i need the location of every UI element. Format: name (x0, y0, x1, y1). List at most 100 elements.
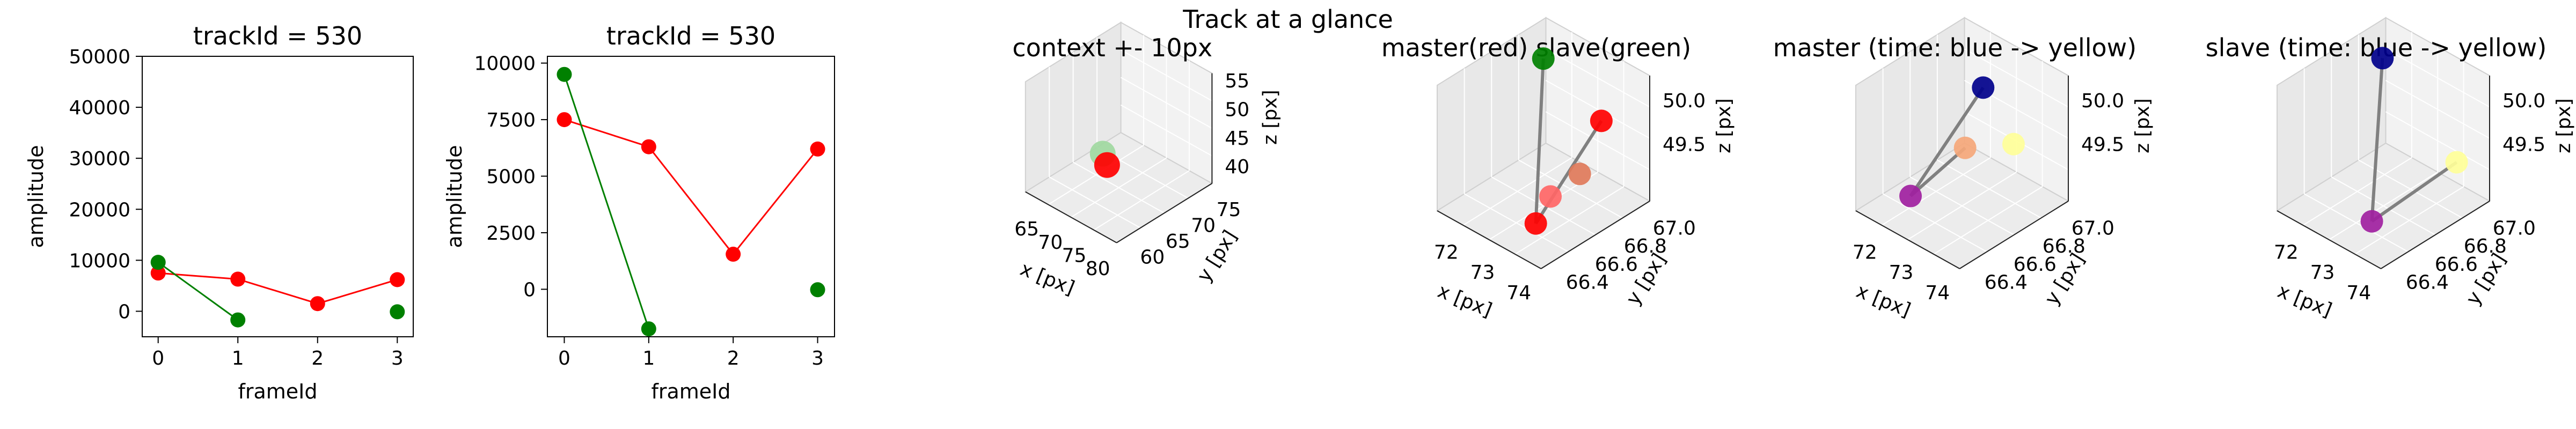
data-point (151, 255, 166, 270)
data-point (1590, 109, 1613, 132)
y-tick-label: 40000 (69, 97, 130, 119)
y-tick-label: 50000 (69, 46, 130, 68)
y-tick-label: 70 (1191, 215, 1216, 237)
z-tick-label: 40 (1225, 156, 1249, 178)
panels: trackId = 530 frameId amplitude 0 1 2 3 0 10000 2… (24, 18, 2575, 403)
y-tick-label: 67.0 (2072, 218, 2114, 240)
y-tick-label: 75 (1217, 199, 1241, 221)
x-axis-label: x [px] (1435, 280, 1495, 321)
y-tick-label: 60 (1140, 247, 1165, 269)
data-point (557, 67, 572, 82)
data-point (1899, 185, 1922, 208)
z-tick-label: 50 (1225, 99, 1249, 121)
x-tick-label: 73 (2310, 262, 2335, 284)
chart-title: trackId = 530 (193, 21, 362, 50)
z-tick-label: 45 (1225, 128, 1249, 150)
x-tick-label: 74 (2346, 282, 2371, 304)
x-tick-label: 1 (642, 347, 655, 369)
chart-title: trackId = 530 (606, 21, 775, 50)
x-tick-label: 75 (1062, 245, 1087, 267)
x-tick-label: 65 (1014, 218, 1039, 240)
z-tick-label: 55 (1225, 70, 1249, 92)
z-tick-label: 49.5 (1663, 134, 1706, 156)
x-tick-label: 72 (2274, 241, 2299, 263)
y-tick-label: 67.0 (1653, 218, 1696, 240)
x-tick-label: 3 (811, 347, 824, 369)
data-point (1525, 212, 1547, 235)
series-line (564, 75, 648, 329)
y-tick-label: 2500 (486, 223, 536, 245)
data-point (726, 247, 741, 262)
y-tick-label: 20000 (69, 199, 130, 221)
chart-title: context +- 10px (1012, 33, 1212, 62)
y-tick-label: 67.0 (2493, 218, 2536, 240)
data-point (310, 296, 325, 311)
plot-frame (547, 56, 835, 337)
data-point (1539, 185, 1562, 208)
line-chart-1: trackId = 530 frameId amplitude 0 1 2 3 0 10000 2… (24, 21, 413, 403)
x-tick-label: 2 (727, 347, 740, 369)
x-axis-label: x [px] (1853, 280, 1914, 321)
data-point (1532, 47, 1555, 70)
data-point (1569, 162, 1591, 185)
data-point (390, 272, 405, 287)
x-tick-label: 74 (1925, 282, 1950, 304)
y-tick-label: 30000 (69, 148, 130, 170)
data-point (2371, 47, 2394, 69)
data-point (390, 304, 405, 319)
x-tick-label: 2 (311, 347, 324, 369)
x-tick-label: 70 (1038, 232, 1063, 254)
x-tick-label: 0 (558, 347, 570, 369)
data-point (2361, 210, 2383, 233)
data-point (810, 282, 825, 297)
z-axis-label: z [px] (1713, 98, 1735, 153)
data-point (641, 139, 656, 154)
figure-suptitle: Track at a glance (1182, 5, 1393, 34)
data-point (230, 313, 245, 328)
data-point (1972, 76, 1994, 99)
y-tick-label: 10000 (474, 53, 536, 75)
z-tick-label: 50.0 (1663, 90, 1706, 112)
z-axis-label: z [px] (1259, 90, 1281, 145)
x-tick-label: 72 (1434, 241, 1459, 263)
y-tick-label: 0 (118, 301, 130, 323)
data-point (557, 112, 572, 127)
x-tick-label: 80 (1086, 258, 1110, 280)
chart-title: master (time: blue -> yellow) (1773, 33, 2136, 62)
y-tick-label: 7500 (486, 109, 536, 131)
scatter3d-chart-4: slave (time: blue -> yellow)727374 66.466… (2206, 18, 2575, 322)
x-tick-label: 72 (1853, 241, 1877, 263)
data-point (810, 142, 825, 157)
x-axis-label: frameId (651, 380, 730, 403)
series-line (158, 262, 238, 320)
z-tick-label: 49.5 (2081, 134, 2124, 156)
scatter3d-chart-1: context +- 10px657075806065707540455055x… (1012, 23, 1281, 300)
x-tick-label: 73 (1889, 262, 1914, 284)
x-tick-label: 74 (1506, 282, 1531, 304)
x-axis-label: x [px] (2274, 280, 2335, 321)
data-point (641, 321, 656, 336)
x-axis-label: frameId (238, 380, 317, 403)
x-tick-label: 0 (152, 347, 164, 369)
y-tick-label: 5000 (486, 166, 536, 188)
x-tick-label: 1 (232, 347, 244, 369)
data-point (1094, 152, 1120, 178)
data-point (2446, 151, 2468, 174)
z-tick-label: 49.5 (2502, 134, 2545, 156)
data-point (230, 272, 245, 287)
z-axis-label: z [px] (2132, 98, 2154, 153)
y-tick-label: 10000 (69, 250, 130, 272)
z-tick-label: 50.0 (2502, 90, 2545, 112)
z-tick-label: 50.0 (2081, 90, 2124, 112)
y-axis-label: amplitude (24, 145, 48, 248)
x-tick-label: 3 (391, 347, 404, 369)
y-axis-label: amplitude (443, 145, 466, 248)
y-tick-label: 0 (523, 279, 536, 301)
x-tick-label: 73 (1470, 262, 1495, 284)
data-point (1954, 137, 1977, 159)
z-axis-label: z [px] (2553, 98, 2575, 153)
line-chart-2: trackId = 530 frameId amplitude 0 1 2 3 0 2500 50… (443, 21, 835, 403)
